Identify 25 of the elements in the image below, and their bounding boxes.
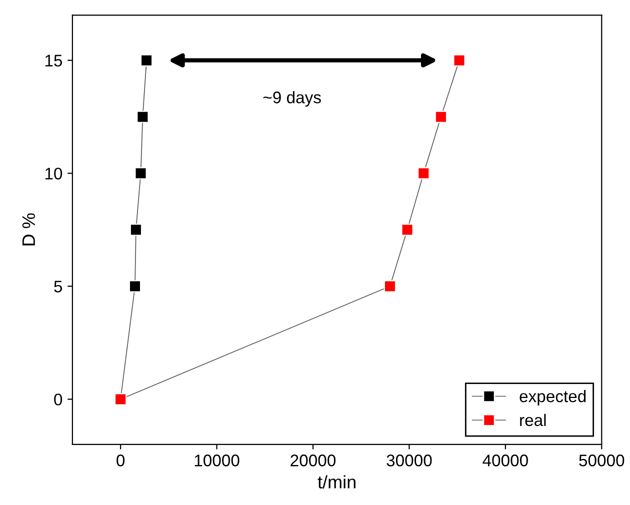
- point: [140, 54, 153, 66]
- y-tick-label: 5: [54, 280, 62, 292]
- point: [130, 224, 142, 236]
- point: [453, 54, 466, 66]
- y-tick-label: 15: [45, 54, 62, 67]
- annotation: ~9 days: [263, 91, 321, 107]
- y-axis-title: D %: [22, 213, 35, 246]
- x-tick-label: 10000: [194, 454, 240, 466]
- x-axis-title: t/min: [318, 475, 356, 488]
- x-tick-label: 20000: [290, 454, 336, 466]
- point: [384, 280, 396, 292]
- y-tick-label: 0: [54, 394, 62, 406]
- point: [434, 110, 448, 123]
- legend-label: real: [520, 414, 546, 426]
- x-tick-label: 30000: [386, 454, 432, 466]
- x-tick-label: 40000: [482, 454, 528, 466]
- point: [134, 167, 147, 180]
- x-tick-label: 0: [116, 454, 125, 466]
- y-tick-label: 10: [45, 168, 62, 180]
- point: [136, 110, 149, 123]
- legend-label: expected: [520, 390, 586, 406]
- point: [401, 224, 414, 236]
- point: [418, 167, 430, 180]
- point: [128, 280, 142, 292]
- x-tick-label: 50000: [579, 454, 624, 466]
